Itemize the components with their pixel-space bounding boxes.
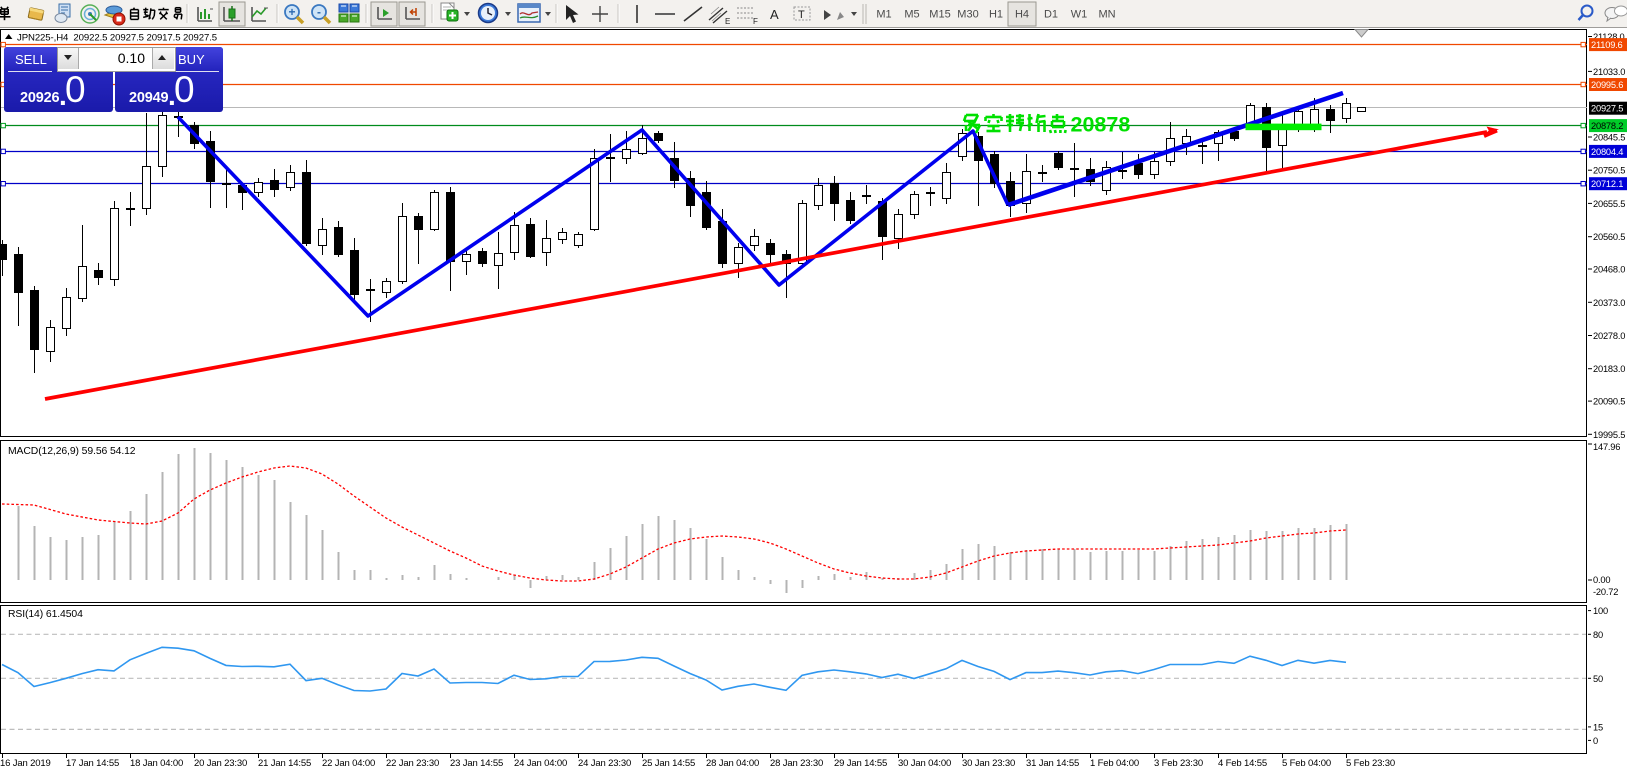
svg-text:0.00: 0.00 bbox=[1593, 575, 1610, 585]
svg-text:M15: M15 bbox=[929, 9, 950, 21]
svg-text:5 Feb 23:30: 5 Feb 23:30 bbox=[1346, 758, 1395, 769]
svg-text:-20.72: -20.72 bbox=[1593, 587, 1618, 597]
svg-text:E: E bbox=[725, 17, 730, 26]
svg-text:20804.4: 20804.4 bbox=[1591, 147, 1623, 157]
svg-text:20750.5: 20750.5 bbox=[1593, 166, 1625, 176]
svg-text:0: 0 bbox=[1593, 736, 1598, 746]
svg-text:-: - bbox=[317, 5, 321, 19]
svg-text:M5: M5 bbox=[904, 9, 919, 21]
svg-text:25 Jan 14:55: 25 Jan 14:55 bbox=[642, 758, 695, 769]
svg-text:T: T bbox=[798, 9, 805, 21]
svg-text:22 Jan 04:00: 22 Jan 04:00 bbox=[322, 758, 375, 769]
svg-text:19995.5: 19995.5 bbox=[1593, 430, 1625, 440]
svg-text:17 Jan 14:55: 17 Jan 14:55 bbox=[66, 758, 119, 769]
svg-text:20878: 20878 bbox=[1071, 113, 1131, 137]
svg-text:20878.2: 20878.2 bbox=[1591, 121, 1623, 131]
svg-text:+: + bbox=[288, 5, 295, 19]
svg-text:23 Jan 14:55: 23 Jan 14:55 bbox=[450, 758, 503, 769]
svg-text:20560.5: 20560.5 bbox=[1593, 232, 1625, 242]
svg-text:20 Jan 23:30: 20 Jan 23:30 bbox=[194, 758, 247, 769]
svg-text:29 Jan 14:55: 29 Jan 14:55 bbox=[834, 758, 887, 769]
svg-text:20278.0: 20278.0 bbox=[1593, 331, 1625, 341]
svg-text:16 Jan 2019: 16 Jan 2019 bbox=[0, 758, 51, 769]
svg-text:28 Jan 04:00: 28 Jan 04:00 bbox=[706, 758, 759, 769]
svg-text:A: A bbox=[770, 7, 779, 22]
svg-text:4 Feb 14:55: 4 Feb 14:55 bbox=[1218, 758, 1267, 769]
svg-text:JPN225-,H4 20922.5 20927.5 20: JPN225-,H4 20922.5 20927.5 20917.5 20927… bbox=[17, 33, 217, 44]
svg-text:30 Jan 23:30: 30 Jan 23:30 bbox=[962, 758, 1015, 769]
svg-text:20927.5: 20927.5 bbox=[1591, 104, 1623, 114]
svg-text:1 Feb 04:00: 1 Feb 04:00 bbox=[1090, 758, 1139, 769]
svg-text:100: 100 bbox=[1593, 606, 1608, 616]
svg-text:31 Jan 14:55: 31 Jan 14:55 bbox=[1026, 758, 1079, 769]
svg-text:20090.5: 20090.5 bbox=[1593, 397, 1625, 407]
svg-text:MN: MN bbox=[1098, 9, 1115, 21]
svg-text:21109.6: 21109.6 bbox=[1591, 40, 1623, 50]
svg-text:D1: D1 bbox=[1044, 9, 1058, 21]
svg-text:21 Jan 14:55: 21 Jan 14:55 bbox=[258, 758, 311, 769]
svg-text:H1: H1 bbox=[989, 9, 1003, 21]
svg-text:21033.0: 21033.0 bbox=[1593, 67, 1625, 77]
svg-text:5 Feb 04:00: 5 Feb 04:00 bbox=[1282, 758, 1331, 769]
svg-text:18 Jan 04:00: 18 Jan 04:00 bbox=[130, 758, 183, 769]
svg-text:21128.0: 21128.0 bbox=[1593, 32, 1625, 42]
svg-text:3 Feb 23:30: 3 Feb 23:30 bbox=[1154, 758, 1203, 769]
svg-text:20183.0: 20183.0 bbox=[1593, 364, 1625, 374]
svg-text:F: F bbox=[753, 17, 758, 26]
svg-text:20468.0: 20468.0 bbox=[1593, 265, 1625, 275]
svg-text:MACD(12,26,9) 59.56 54.12: MACD(12,26,9) 59.56 54.12 bbox=[8, 446, 136, 457]
svg-text:20655.5: 20655.5 bbox=[1593, 199, 1625, 209]
svg-text:22 Jan 23:30: 22 Jan 23:30 bbox=[386, 758, 439, 769]
svg-text:15: 15 bbox=[1593, 722, 1603, 732]
svg-text:30 Jan 04:00: 30 Jan 04:00 bbox=[898, 758, 951, 769]
svg-text:20712.1: 20712.1 bbox=[1591, 179, 1623, 189]
svg-text:24 Jan 04:00: 24 Jan 04:00 bbox=[514, 758, 567, 769]
svg-text:147.96: 147.96 bbox=[1593, 442, 1620, 452]
svg-text:M30: M30 bbox=[957, 9, 978, 21]
svg-text:M1: M1 bbox=[876, 9, 891, 21]
svg-text:20845.5: 20845.5 bbox=[1593, 133, 1625, 143]
svg-text:50: 50 bbox=[1593, 674, 1603, 684]
svg-text:RSI(14) 61.4504: RSI(14) 61.4504 bbox=[8, 609, 83, 620]
svg-text:W1: W1 bbox=[1071, 9, 1088, 21]
svg-text:28 Jan 23:30: 28 Jan 23:30 bbox=[770, 758, 823, 769]
svg-text:80: 80 bbox=[1593, 630, 1603, 640]
svg-text:20995.6: 20995.6 bbox=[1591, 80, 1623, 90]
svg-text:20373.0: 20373.0 bbox=[1593, 298, 1625, 308]
svg-text:24 Jan 23:30: 24 Jan 23:30 bbox=[578, 758, 631, 769]
svg-text:H4: H4 bbox=[1015, 9, 1029, 21]
